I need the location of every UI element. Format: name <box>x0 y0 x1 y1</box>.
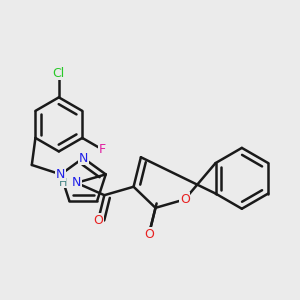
Text: Cl: Cl <box>53 67 65 80</box>
Text: O: O <box>93 214 103 227</box>
Text: O: O <box>180 193 190 206</box>
Text: H: H <box>59 178 67 188</box>
Text: N: N <box>72 176 81 189</box>
Text: N: N <box>56 168 65 181</box>
Text: F: F <box>99 143 106 156</box>
Text: N: N <box>79 152 88 164</box>
Text: O: O <box>144 228 154 241</box>
